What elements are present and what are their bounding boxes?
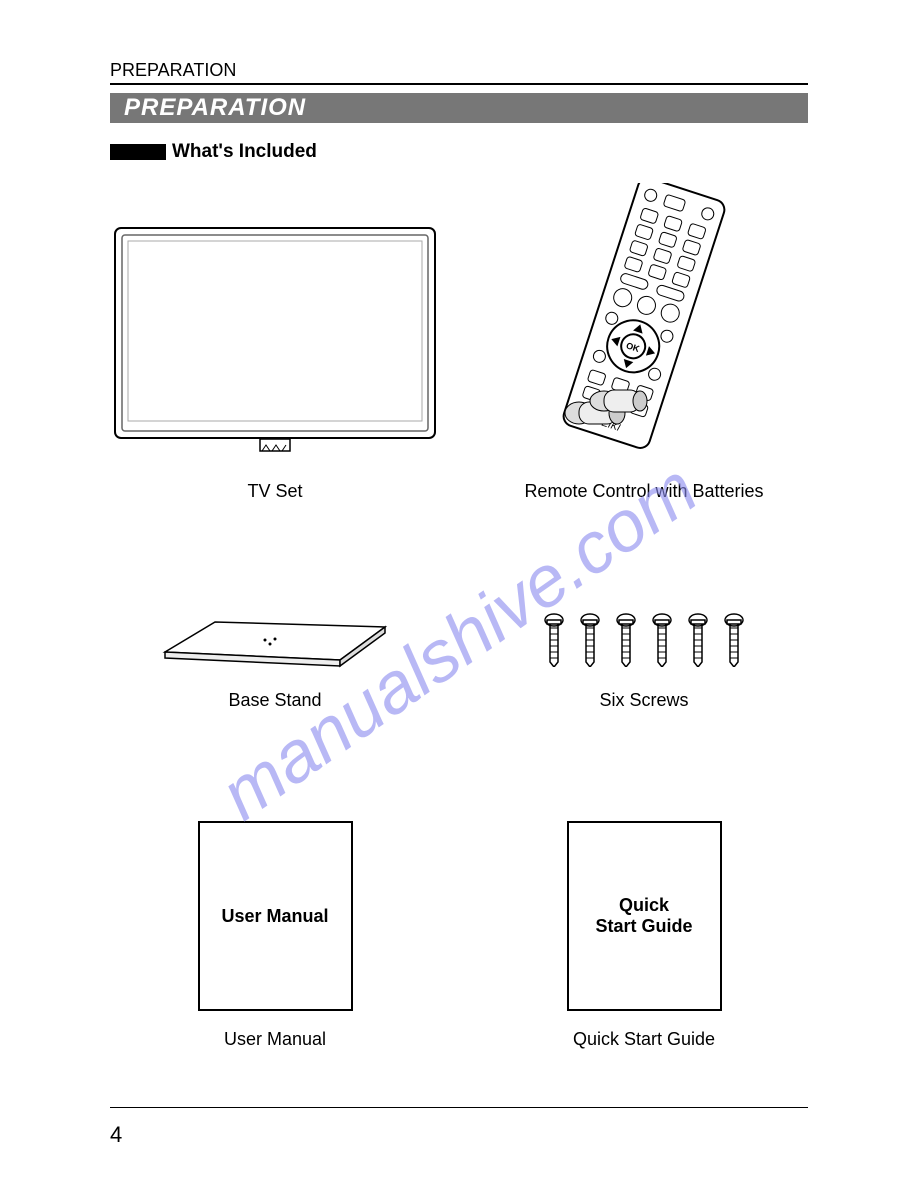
screw-icon <box>579 612 601 667</box>
base-stand-icon <box>155 612 395 672</box>
section-bullet-bar <box>110 144 166 160</box>
title-bar-text: PREPARATION <box>124 94 306 122</box>
page-number: 4 <box>110 1122 122 1148</box>
remote-icon: OK SEIKI <box>534 183 754 463</box>
item-base-caption: Base Stand <box>228 690 321 711</box>
items-grid: TV Set <box>110 183 808 1050</box>
screw-icon <box>651 612 673 667</box>
footer-divider <box>110 1107 808 1108</box>
section-heading-row: What's Included <box>110 141 808 163</box>
item-remote: OK SEIKI <box>480 183 808 502</box>
user-manual-booklet-text: User Manual <box>221 906 328 927</box>
quick-start-booklet: Quick Start Guide <box>567 821 722 1011</box>
item-tv-caption: TV Set <box>247 481 302 502</box>
item-tv: TV Set <box>110 183 440 502</box>
item-quick-start: Quick Start Guide Quick Start Guide <box>480 821 808 1050</box>
item-screws-caption: Six Screws <box>599 690 688 711</box>
tv-icon <box>110 223 440 463</box>
item-screws: Six Screws <box>480 612 808 711</box>
item-user-manual-caption: User Manual <box>224 1029 326 1050</box>
screw-icon <box>615 612 637 667</box>
screws-row <box>543 612 745 672</box>
item-user-manual: User Manual User Manual <box>110 821 440 1050</box>
title-bar: PREPARATION <box>110 93 808 123</box>
user-manual-booklet: User Manual <box>198 821 353 1011</box>
page-header-breadcrumb: PREPARATION <box>110 60 808 85</box>
item-quick-start-caption: Quick Start Guide <box>573 1029 715 1050</box>
item-remote-caption: Remote Control with Batteries <box>524 481 763 502</box>
screw-icon <box>723 612 745 667</box>
section-heading: What's Included <box>172 141 317 163</box>
screw-icon <box>687 612 709 667</box>
item-base: Base Stand <box>110 612 440 711</box>
screw-icon <box>543 612 565 667</box>
quick-start-booklet-text: Quick Start Guide <box>595 895 692 937</box>
